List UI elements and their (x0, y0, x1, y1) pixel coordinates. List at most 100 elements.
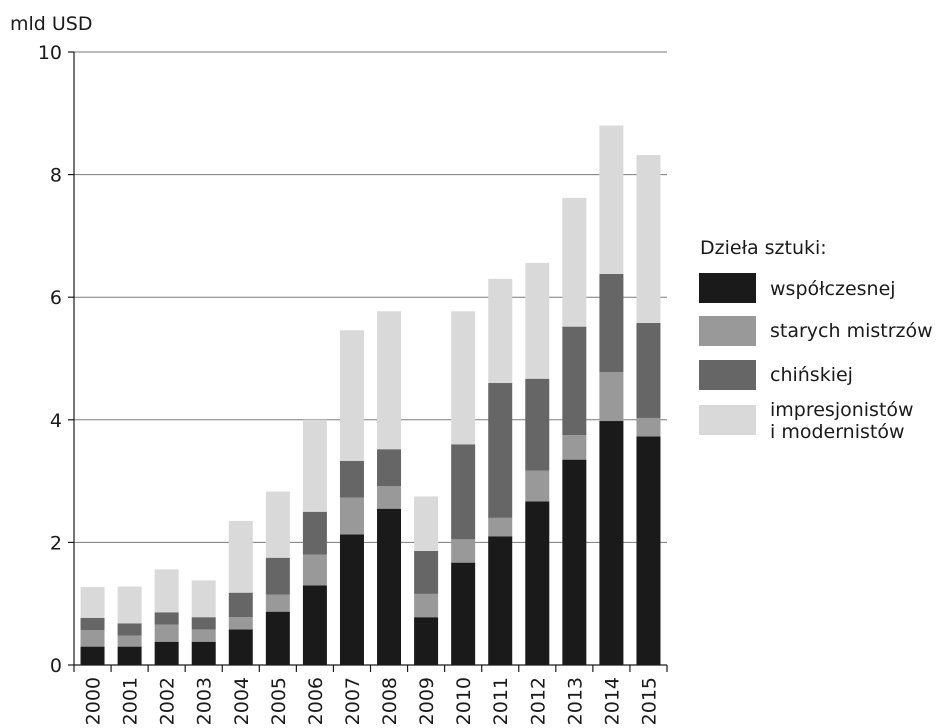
bars (80, 125, 661, 665)
bar-segment-2010-4 (451, 311, 476, 445)
bar-segment-2013-2 (562, 435, 587, 460)
x-tick-label: 2003 (194, 677, 216, 725)
bar-segment-2005-2 (265, 594, 290, 612)
bar-segment-2002-4 (154, 569, 179, 613)
x-tick-label: 2009 (416, 677, 438, 725)
axes (68, 51, 668, 672)
y-tick-label: 6 (50, 287, 62, 309)
bar-segment-2007-2 (339, 497, 364, 535)
x-tick-label: 2014 (601, 677, 623, 725)
bar-segment-2009-4 (414, 496, 439, 551)
bar-segment-2015-2 (636, 417, 661, 437)
bar-segment-2008-4 (377, 311, 402, 450)
bar-segment-2006-1 (302, 585, 327, 665)
x-tick-label: 2012 (527, 677, 549, 725)
bar-segment-2009-3 (414, 550, 439, 594)
bar-segment-2000-2 (80, 630, 105, 647)
bar-segment-2006-2 (302, 554, 327, 586)
bar-segment-2013-1 (562, 459, 587, 665)
bar-segment-2005-3 (265, 557, 290, 595)
bar-segment-2011-1 (488, 536, 513, 665)
legend-swatch-2 (699, 316, 756, 346)
bar-segment-2014-2 (599, 371, 624, 422)
bar-segment-2001-3 (117, 623, 142, 636)
bar-segment-2003-1 (191, 641, 216, 665)
bar-segment-2002-2 (154, 624, 179, 642)
x-tick-label: 2002 (157, 677, 179, 725)
x-tick-label: 2008 (379, 677, 401, 725)
bar-segment-2004-1 (228, 629, 253, 665)
x-tick-label: 2015 (638, 677, 660, 725)
bar-segment-2012-4 (525, 262, 550, 379)
bar-segment-2003-2 (191, 629, 216, 642)
x-tick-label: 2006 (305, 677, 327, 725)
bar-segment-2000-1 (80, 646, 105, 665)
y-tick-label: 4 (50, 410, 62, 432)
legend-title: Dzieła sztuki: (700, 237, 827, 259)
bar-segment-2012-1 (525, 501, 550, 665)
bar-segment-2002-1 (154, 641, 179, 665)
x-tick-label: 2011 (490, 677, 512, 725)
bar-segment-2006-3 (302, 511, 327, 555)
legend-label-4: impresjonistów i modernistów (770, 399, 914, 443)
y-tick-label: 2 (50, 532, 62, 554)
bar-segment-2011-2 (488, 517, 513, 537)
bar-segment-2011-3 (488, 383, 513, 518)
bar-segment-2004-3 (228, 592, 253, 618)
bar-segment-2006-4 (302, 419, 327, 512)
legend-label-2: starych mistrzów (770, 320, 933, 342)
bar-segment-2005-4 (265, 491, 290, 558)
x-tick-label: 2007 (342, 677, 364, 725)
legend-swatch-4 (699, 405, 756, 435)
y-tick-label: 0 (50, 655, 62, 677)
bar-segment-2001-1 (117, 646, 142, 665)
bar-segment-2012-3 (525, 378, 550, 471)
bar-segment-2000-4 (80, 587, 105, 618)
bar-segment-2009-1 (414, 617, 439, 665)
bar-segment-2009-2 (414, 593, 439, 618)
bar-segment-2008-3 (377, 449, 402, 487)
bar-segment-2010-2 (451, 539, 476, 563)
bar-segment-2004-4 (228, 520, 253, 593)
legend-label-1: współczesnej (770, 278, 896, 300)
bar-segment-2007-1 (339, 534, 364, 665)
y-tick-label: 10 (38, 42, 62, 64)
x-tick-label: 2010 (453, 677, 475, 725)
bar-segment-2008-1 (377, 508, 402, 665)
bar-segment-2014-3 (599, 273, 624, 372)
bar-segment-2015-3 (636, 322, 661, 418)
y-axis-unit-label: mld USD (10, 13, 93, 35)
x-tick-label: 2013 (564, 677, 586, 725)
legend: Dzieła sztuki: współczesnej starych mistr… (699, 237, 933, 443)
bar-segment-2008-2 (377, 486, 402, 509)
bar-segment-2010-3 (451, 444, 476, 540)
bar-segment-2015-4 (636, 154, 661, 323)
bar-segment-2004-2 (228, 617, 253, 630)
bar-segment-2012-2 (525, 470, 550, 502)
bar-segment-2015-1 (636, 436, 661, 665)
legend-swatch-3 (699, 360, 756, 390)
x-tick-labels: 2000 2001 2002 2003 2004 2005 2006 2007 2008 2009… (83, 677, 661, 725)
bar-segment-2013-3 (562, 326, 587, 436)
bar-segment-2010-1 (451, 562, 476, 665)
bar-segment-2001-2 (117, 635, 142, 647)
x-tick-label: 2005 (268, 677, 290, 725)
bar-segment-2007-4 (339, 330, 364, 461)
x-tick-label: 2004 (231, 677, 253, 725)
x-tick-label: 2001 (120, 677, 142, 725)
bar-segment-2000-3 (80, 617, 105, 631)
bar-segment-2007-3 (339, 460, 364, 498)
bar-segment-2014-4 (599, 125, 624, 274)
x-tick-label: 2000 (83, 677, 105, 725)
bar-segment-2002-3 (154, 612, 179, 625)
legend-label-3: chińskiej (770, 364, 853, 386)
bar-segment-2013-4 (562, 197, 587, 327)
legend-swatch-1 (699, 273, 756, 303)
bar-segment-2001-4 (117, 586, 142, 624)
y-tick-label: 8 (50, 165, 62, 187)
bar-segment-2005-1 (265, 611, 290, 665)
bar-segment-2003-3 (191, 617, 216, 630)
bar-segment-2011-4 (488, 278, 513, 384)
y-tick-labels: 0 2 4 6 8 10 (38, 42, 62, 677)
